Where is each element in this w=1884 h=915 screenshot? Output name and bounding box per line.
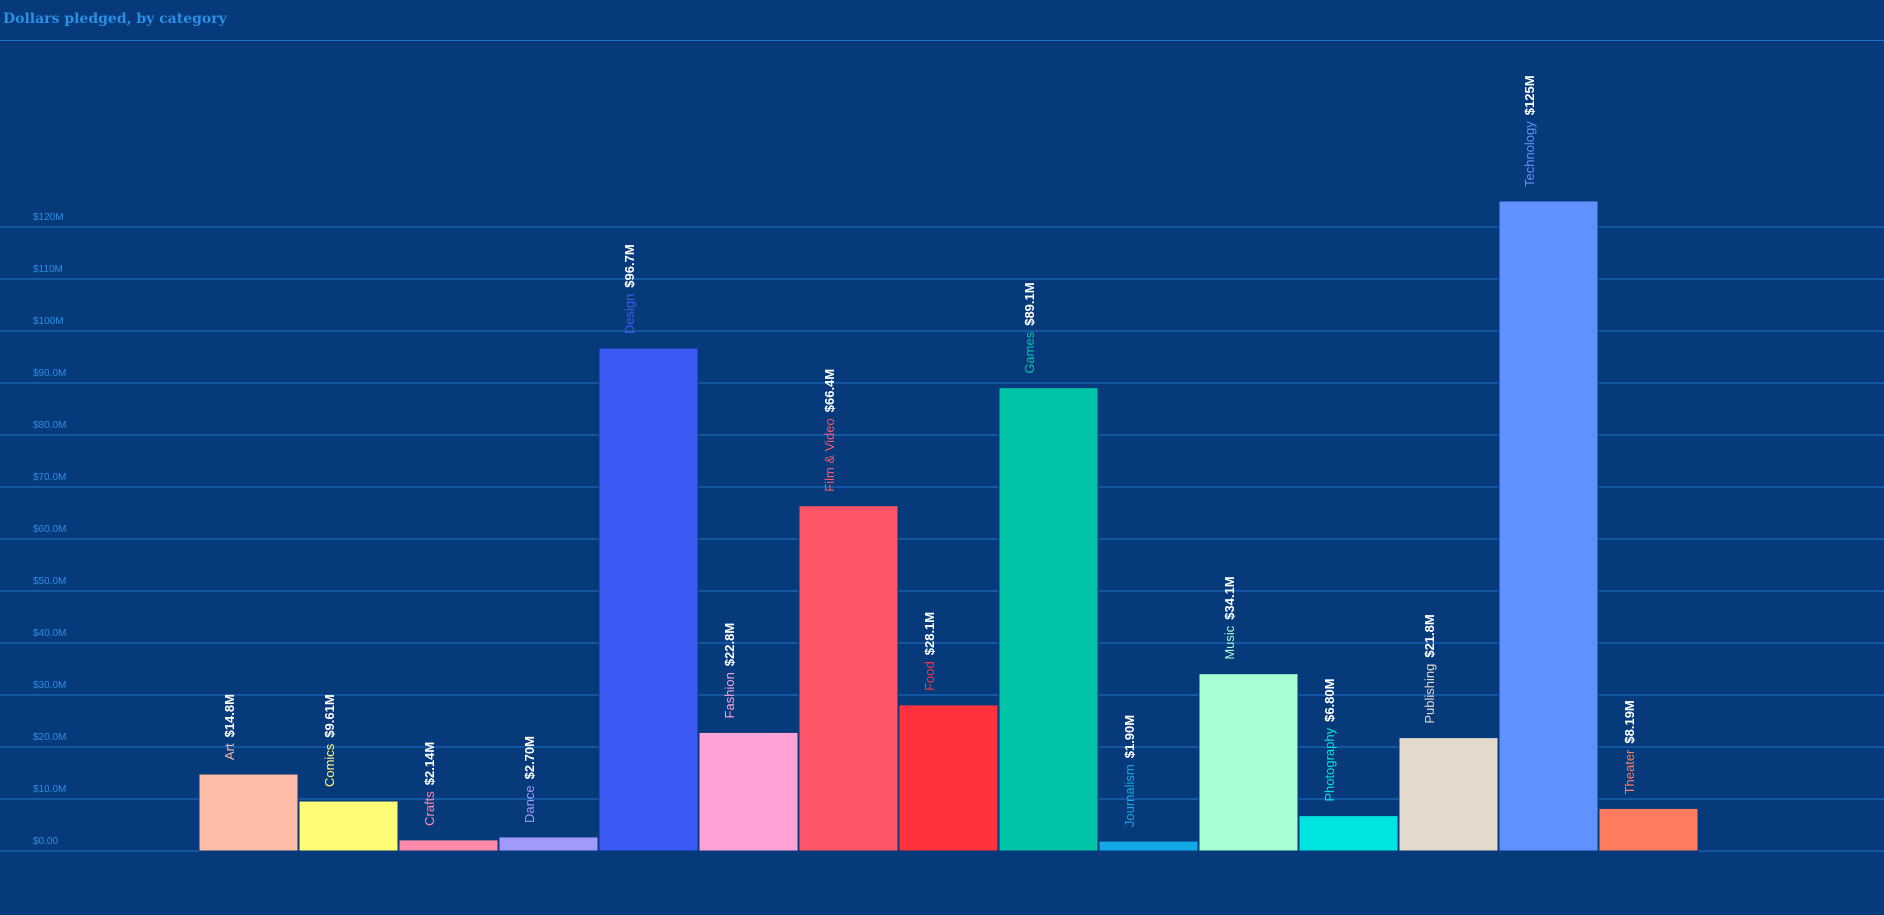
bar-food[interactable]: [898, 704, 999, 852]
y-tick-label: $110M: [33, 264, 63, 275]
bar-label: Publishing $21.8M: [1422, 614, 1437, 723]
value-label: $125M: [1522, 75, 1537, 115]
value-label: $34.1M: [1222, 576, 1237, 619]
y-tick-label: $120M: [33, 212, 64, 223]
value-label: $8.19M: [1622, 700, 1637, 743]
bar-label: Music $34.1M: [1222, 576, 1237, 659]
y-tick-label: $10.0M: [33, 784, 66, 795]
value-label: $9.61M: [322, 694, 337, 737]
bar-label: Dance $2.70M: [522, 736, 537, 823]
bar-label: Design $96.7M: [622, 244, 637, 334]
bar-label: Food $28.1M: [922, 612, 937, 691]
bars: [198, 200, 1699, 852]
value-label: $2.70M: [522, 736, 537, 779]
category-label: Dance: [522, 785, 537, 823]
value-label: $14.8M: [222, 694, 237, 737]
category-label: Publishing: [1422, 664, 1437, 724]
category-label: Art: [222, 743, 237, 760]
value-label: $28.1M: [922, 612, 937, 655]
y-tick-label: $80.0M: [33, 420, 66, 431]
y-tick-label: $40.0M: [33, 628, 66, 639]
bar-label: Theater $8.19M: [1622, 700, 1637, 794]
bar-dance[interactable]: [498, 836, 599, 852]
category-label: Crafts: [422, 791, 437, 826]
value-label: $2.14M: [422, 742, 437, 785]
bar-games[interactable]: [998, 387, 1099, 852]
bar-journalism[interactable]: [1098, 840, 1199, 852]
y-tick-label: $50.0M: [33, 576, 66, 587]
bar-publishing[interactable]: [1398, 737, 1499, 852]
category-label: Fashion: [722, 672, 737, 718]
y-tick-label: $70.0M: [33, 472, 66, 483]
category-label: Journalism: [1122, 764, 1137, 827]
bar-crafts[interactable]: [398, 839, 499, 852]
category-label: Design: [622, 294, 637, 334]
bar-label: Games $89.1M: [1022, 282, 1037, 373]
chart-title: Dollars pledged, by category: [3, 11, 227, 27]
y-tick-label: $20.0M: [33, 732, 66, 743]
bar-label: Art $14.8M: [222, 694, 237, 760]
value-label: $22.8M: [722, 623, 737, 666]
bar-music[interactable]: [1198, 673, 1299, 852]
title-divider: [0, 40, 1884, 41]
bar-technology[interactable]: [1498, 200, 1599, 852]
bar-art[interactable]: [198, 773, 299, 852]
category-label: Photography: [1322, 727, 1337, 801]
bar-label: Fashion $22.8M: [722, 623, 737, 719]
value-label: $89.1M: [1022, 282, 1037, 325]
y-tick-label: $30.0M: [33, 680, 66, 691]
bar-design[interactable]: [598, 347, 699, 852]
y-tick-label: $0.00: [33, 836, 58, 847]
value-label: $6.80M: [1322, 679, 1337, 722]
y-tick-label: $60.0M: [33, 524, 66, 535]
category-label: Music: [1222, 625, 1237, 659]
bar-labels: Art $14.8M Comics $9.61M Crafts $2.14M Dance $2…: [222, 75, 1637, 827]
value-label: $21.8M: [1422, 614, 1437, 657]
y-tick-label: $100M: [33, 316, 64, 327]
bar-theater[interactable]: [1598, 807, 1699, 852]
bar-label: Technology $125M: [1522, 75, 1537, 187]
bar-comics[interactable]: [298, 800, 399, 852]
bar-label: Crafts $2.14M: [422, 742, 437, 826]
bar-film-video[interactable]: [798, 505, 899, 852]
category-label: Games: [1022, 331, 1037, 373]
bar-photography[interactable]: [1298, 815, 1399, 852]
value-label: $66.4M: [822, 369, 837, 412]
category-label: Technology: [1522, 121, 1537, 187]
category-label: Comics: [322, 743, 337, 787]
bar-label: Photography $6.80M: [1322, 679, 1337, 802]
bar-label: Film & Video $66.4M: [822, 369, 837, 492]
bar-label: Journalism $1.90M: [1122, 715, 1137, 827]
bar-fashion[interactable]: [698, 731, 799, 852]
category-label: Theater: [1622, 749, 1637, 794]
value-label: $1.90M: [1122, 715, 1137, 758]
y-axis-ticks: $0.00 $10.0M $20.0M $30.0M $40.0M $50.0M $60.0…: [33, 212, 66, 847]
category-label: Food: [922, 661, 937, 691]
y-tick-label: $90.0M: [33, 368, 66, 379]
bar-label: Comics $9.61M: [322, 694, 337, 787]
value-label: $96.7M: [622, 244, 637, 287]
category-label: Film & Video: [822, 418, 837, 491]
